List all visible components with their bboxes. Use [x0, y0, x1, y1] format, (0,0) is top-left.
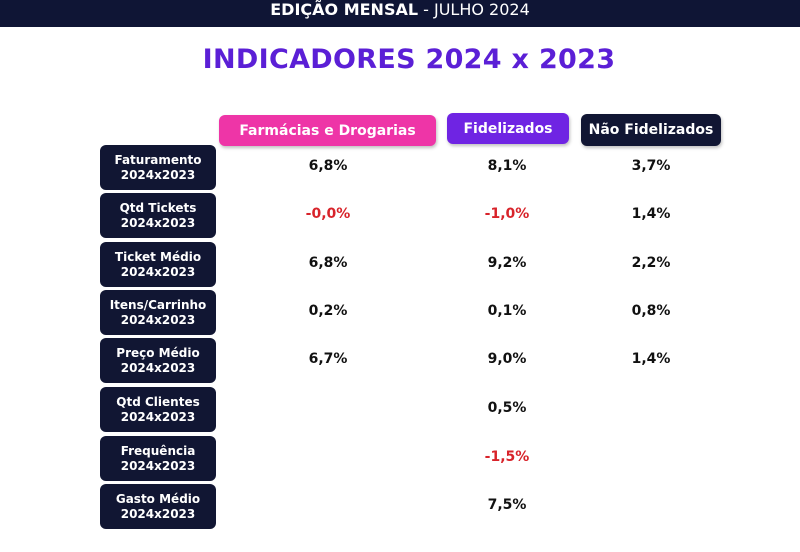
value-nao-fidelizados: 0,8% [631, 303, 671, 319]
column-header-nao-fidelizados: Não Fidelizados [581, 114, 721, 146]
row-label-box: Faturamento 2024x2023 [100, 145, 216, 190]
edition-label: EDIÇÃO MENSAL [270, 0, 419, 19]
row-period: 2024x2023 [120, 264, 196, 279]
row-label: Qtd Clientes [116, 394, 200, 409]
value-fidelizados: -1,5% [484, 449, 530, 465]
value-fidelizados: 8,1% [487, 158, 527, 174]
row-label: Preço Médio [116, 345, 200, 360]
value-nao-fidelizados: 3,7% [631, 158, 671, 174]
row-label-box: Gasto Médio 2024x2023 [100, 484, 216, 529]
row-label-box: Qtd Tickets 2024x2023 [100, 193, 216, 238]
page-title: INDICADORES 2024 x 2023 [202, 44, 616, 75]
row-period: 2024x2023 [120, 312, 196, 327]
row-period: 2024x2023 [120, 409, 196, 424]
edition-banner: EDIÇÃO MENSAL - JULHO 2024 [0, 0, 800, 27]
row-label-box: Frequência 2024x2023 [100, 436, 216, 481]
value-fidelizados: -1,0% [484, 206, 530, 222]
value-fidelizados: 0,1% [487, 303, 527, 319]
row-period: 2024x2023 [120, 360, 196, 375]
value-farmacias: 0,2% [308, 303, 348, 319]
row-label-box: Itens/Carrinho 2024x2023 [100, 290, 216, 335]
value-farmacias: 6,7% [308, 351, 348, 367]
row-label-box: Qtd Clientes 2024x2023 [100, 387, 216, 432]
value-nao-fidelizados: 2,2% [631, 255, 671, 271]
row-label: Qtd Tickets [119, 200, 197, 215]
value-fidelizados: 7,5% [487, 497, 527, 513]
row-label-box: Ticket Médio 2024x2023 [100, 242, 216, 287]
edition-month: - JULHO 2024 [418, 0, 530, 19]
row-label: Itens/Carrinho [109, 297, 207, 312]
row-period: 2024x2023 [120, 167, 196, 182]
row-period: 2024x2023 [120, 506, 196, 521]
value-farmacias: -0,0% [305, 206, 351, 222]
value-fidelizados: 0,5% [487, 400, 527, 416]
value-nao-fidelizados: 1,4% [631, 206, 671, 222]
row-label: Faturamento [114, 152, 202, 167]
row-label: Ticket Médio [114, 249, 202, 264]
value-farmacias: 6,8% [308, 255, 348, 271]
column-header-farmacias: Farmácias e Drogarias [219, 115, 436, 146]
row-period: 2024x2023 [120, 458, 196, 473]
value-fidelizados: 9,0% [487, 351, 527, 367]
row-label-box: Preço Médio 2024x2023 [100, 338, 216, 383]
column-header-fidelizados: Fidelizados [447, 113, 569, 144]
row-label: Gasto Médio [115, 491, 201, 506]
value-nao-fidelizados: 1,4% [631, 351, 671, 367]
value-farmacias: 6,8% [308, 158, 348, 174]
value-fidelizados: 9,2% [487, 255, 527, 271]
row-period: 2024x2023 [120, 215, 196, 230]
row-label: Frequência [120, 443, 196, 458]
